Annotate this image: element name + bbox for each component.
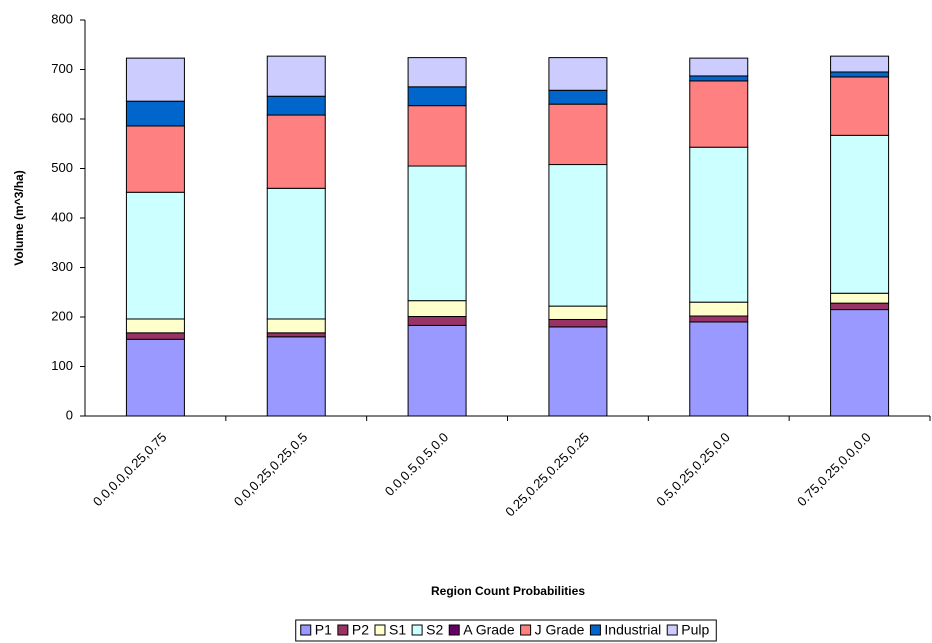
bar-segment <box>407 324 467 417</box>
bar-segment <box>125 332 185 340</box>
bar-segment <box>266 55 326 97</box>
legend-label: Industrial <box>604 622 661 638</box>
y-tick-label: 200 <box>51 308 73 323</box>
x-tick-label: 0.5,0.25,0.25,0.0 <box>653 430 733 510</box>
bar-segment <box>548 326 608 417</box>
x-tick-label: 0.0,0.0,0.25,0.75 <box>90 430 170 510</box>
bar-segment <box>548 305 608 320</box>
bar-segment <box>548 57 608 91</box>
bar-segment <box>689 57 749 77</box>
bar-segment <box>407 300 467 318</box>
bar-segment <box>830 55 890 73</box>
bar-segment <box>125 338 185 417</box>
bar-segment <box>830 302 890 311</box>
x-tick-label: 0.75,0.25,0.0,0.0 <box>794 430 874 510</box>
legend-label: S1 <box>389 622 406 638</box>
bar-segment <box>830 76 890 136</box>
legend-swatch <box>374 624 386 636</box>
bar-segment <box>407 105 467 167</box>
bar-segment <box>830 292 890 304</box>
bar-segment <box>689 75 749 82</box>
bar-segment <box>548 89 608 105</box>
y-tick-label: 500 <box>51 160 73 175</box>
legend-label: J Grade <box>535 622 585 638</box>
legend-swatch <box>300 624 312 636</box>
plot-area: 0 100 200 300 400 500 600 700 800 0.0,0.0,0.25,0.… <box>51 11 931 520</box>
legend-box <box>295 619 717 642</box>
legend-swatch <box>666 624 678 636</box>
bar-segment <box>830 134 890 294</box>
bar-segment <box>266 318 326 334</box>
bar-segment <box>689 146 749 303</box>
legend: P1 P2 S1 S2 A Grade J Grade Industrial Pulp <box>295 619 717 642</box>
bar-segment <box>689 321 749 417</box>
y-tick-label: 700 <box>51 61 73 76</box>
y-tick-label: 800 <box>51 11 73 26</box>
bar-segment <box>125 191 185 320</box>
y-tick-label: 100 <box>51 358 73 373</box>
bar-segment <box>830 71 890 78</box>
bar-segment <box>548 318 608 328</box>
legend-label: S2 <box>426 622 443 638</box>
legend-swatch <box>337 624 349 636</box>
legend-label: P1 <box>315 622 332 638</box>
bar-segment <box>548 164 608 307</box>
bar-segment <box>266 187 326 320</box>
bar-segment <box>689 80 749 148</box>
legend-swatch <box>520 624 532 636</box>
x-axis-title: Region Count Probabilities <box>431 584 585 598</box>
x-tick-label: 0.25,0.25,0.25,0.25 <box>502 430 592 520</box>
bar-segment <box>266 114 326 189</box>
y-tick-label: 600 <box>51 110 73 125</box>
bar-segment <box>125 57 185 102</box>
bar-segment <box>266 95 326 116</box>
legend-swatch <box>448 624 460 636</box>
bar-segment <box>689 315 749 323</box>
legend-swatch <box>411 624 423 636</box>
y-axis-title: Volume (m^3/ha) <box>12 170 26 265</box>
bar-segment <box>125 318 185 334</box>
bar-segment <box>125 100 185 127</box>
legend-swatch <box>589 624 601 636</box>
y-tick-label: 400 <box>51 209 73 224</box>
y-tick-label: 300 <box>51 259 73 274</box>
legend-label: Pulp <box>681 622 709 638</box>
bar-segment <box>830 309 890 417</box>
bar-segment <box>407 57 467 88</box>
bar-segment <box>125 125 185 193</box>
bar-segment <box>407 165 467 302</box>
x-tick-label: 0.0,0.5,0.5,0.0 <box>382 430 451 499</box>
x-tick-label: 0.0,0.25,0.25,0.5 <box>231 430 311 510</box>
bar-segment <box>266 336 326 417</box>
bar-segment <box>407 316 467 326</box>
bar-segment <box>689 301 749 317</box>
y-tick-label: 0 <box>66 407 73 422</box>
legend-label: P2 <box>352 622 369 638</box>
bar-segment <box>407 86 467 107</box>
bar-segment <box>266 332 326 338</box>
legend-label: A Grade <box>463 622 515 638</box>
bar-segment <box>548 103 608 166</box>
